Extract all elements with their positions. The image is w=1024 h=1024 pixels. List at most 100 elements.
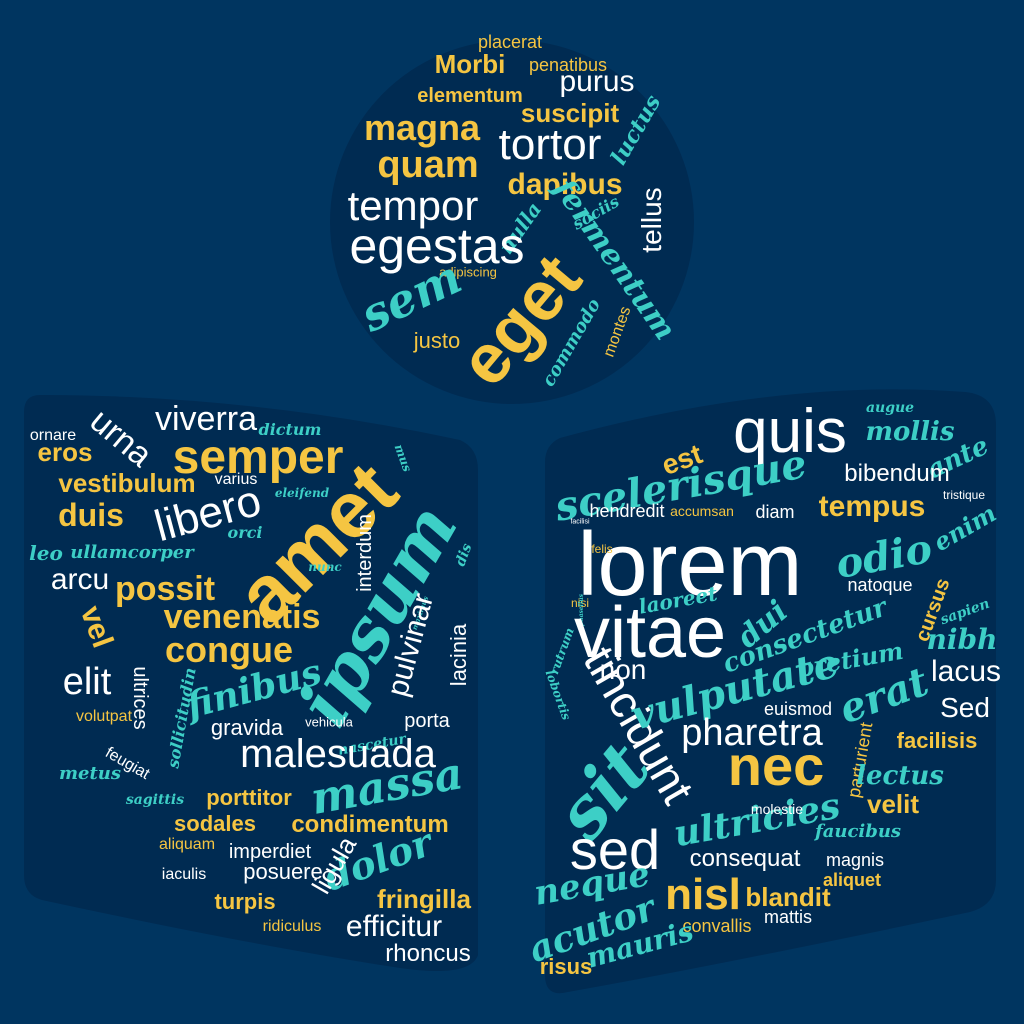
- word-tempus: tempus: [818, 490, 926, 523]
- word-arcu: arcu: [50, 563, 110, 596]
- word-malesuada: malesuada: [240, 732, 436, 776]
- word-volutpat: volutpat: [75, 708, 133, 725]
- word-gravida: gravida: [210, 715, 284, 740]
- word-rhoncus: rhoncus: [385, 940, 471, 967]
- word-congue: congue: [164, 629, 294, 670]
- word-posuere: posuere: [243, 859, 323, 884]
- word-condimentum: condimentum: [291, 811, 449, 838]
- word-nunc: nunc: [308, 560, 342, 574]
- word-porta: porta: [404, 710, 450, 732]
- word-semper: semper: [172, 431, 344, 484]
- word-nisl: nisl: [665, 870, 741, 919]
- word-nisi: nisi: [570, 596, 590, 610]
- word-aliquet: aliquet: [822, 870, 882, 890]
- word-eleifend: eleifend: [274, 486, 330, 500]
- word-morbi: Morbi: [434, 49, 506, 79]
- word-ullamcorper: ullamcorper: [70, 542, 194, 563]
- word-facilisis: facilisis: [896, 728, 978, 753]
- word-nibh: nibh: [926, 623, 998, 656]
- word-hendredit: hendredit: [589, 501, 665, 521]
- word-vitae: vitae: [573, 593, 727, 673]
- word-nec: nec: [727, 734, 825, 797]
- word-iaculis: iaculis: [161, 866, 207, 883]
- word-felis: felis: [591, 542, 613, 556]
- word-mus: mus: [391, 442, 415, 474]
- word-lectus: lectus: [856, 761, 944, 791]
- word-enim: enim: [928, 498, 1002, 557]
- word-lobortis: lobortis: [542, 668, 574, 722]
- word-porttitor: porttitor: [206, 785, 292, 810]
- word-tristique: tristique: [942, 488, 986, 502]
- word-facilisi: facilisi: [570, 518, 590, 526]
- word-venenatis: venenatis: [163, 598, 321, 636]
- word-dictum: dictum: [258, 420, 322, 439]
- left-shape: [24, 395, 478, 972]
- word-ultricies: ultricies: [670, 784, 844, 856]
- word-justo: justo: [413, 328, 461, 353]
- word-aliquam: aliquam: [158, 836, 216, 853]
- word-sodales: sodales: [174, 811, 256, 836]
- word-augue: augue: [865, 400, 915, 416]
- word-mollis: mollis: [865, 417, 955, 447]
- word-faucibus: faucibus: [814, 821, 902, 842]
- word-placerat: placerat: [477, 32, 543, 52]
- word-ridiculus: ridiculus: [262, 918, 322, 935]
- circle-shape: [330, 40, 694, 404]
- word-velit: velit: [866, 789, 920, 819]
- word-adipiscing: adipiscing: [439, 264, 497, 280]
- word-elit: elit: [62, 661, 112, 703]
- word-varius: varius: [214, 471, 258, 488]
- word-penatibus: penatibus: [528, 55, 608, 75]
- word-egestas: egestas: [349, 218, 525, 274]
- word-lacinia: lacinia: [446, 623, 471, 687]
- word-quam: quam: [377, 144, 479, 186]
- word-quis: quis: [733, 397, 847, 466]
- word-eros: eros: [37, 437, 93, 467]
- word-vehicula: vehicula: [305, 714, 353, 730]
- word-consequat: consequat: [689, 845, 801, 872]
- word-orci: orci: [227, 523, 263, 542]
- word-tellus: tellus: [636, 187, 667, 253]
- word-elementum: elementum: [417, 85, 523, 107]
- word-tempor: tempor: [347, 182, 479, 229]
- word-risus: risus: [539, 954, 593, 979]
- word-tortor: tortor: [498, 120, 602, 169]
- word-suscipit: suscipit: [520, 98, 620, 128]
- word-efficitur: efficitur: [345, 910, 443, 943]
- word-pharetra: pharetra: [681, 712, 823, 754]
- word-montes: montes: [600, 304, 635, 360]
- word-ultrices: ultrices: [129, 666, 151, 730]
- word-imperdiet: imperdiet: [228, 841, 312, 863]
- word-fringilla: fringilla: [377, 884, 471, 914]
- word-urna: urna: [82, 401, 160, 475]
- word-sed: sed: [569, 818, 661, 881]
- word-magnis: magnis: [825, 850, 885, 870]
- word-natoque: natoque: [847, 575, 913, 595]
- word-molestie: molestie: [750, 801, 804, 817]
- word-bibendum: bibendum: [844, 460, 950, 487]
- word-non: non: [599, 654, 647, 685]
- word-interdum: interdum: [354, 514, 376, 592]
- word-turpis: turpis: [214, 889, 276, 914]
- word-diam: diam: [755, 502, 795, 522]
- word-euismod: euismod: [763, 699, 833, 719]
- word-lacus: lacus: [930, 655, 1002, 688]
- word-duis: duis: [58, 497, 124, 533]
- word-mattis: mattis: [763, 907, 813, 927]
- word-viverra: viverra: [154, 400, 258, 438]
- word-vestibulum: vestibulum: [58, 468, 196, 498]
- word-ornare: ornare: [29, 427, 77, 444]
- word-leo: leo: [29, 541, 63, 565]
- word-possit: possit: [114, 570, 216, 608]
- word-magna: magna: [363, 107, 481, 148]
- word-metus: metus: [58, 763, 122, 784]
- word-lorem: lorem: [577, 515, 803, 615]
- word-sagittis: sagittis: [125, 792, 185, 808]
- word-purus: purus: [559, 65, 635, 98]
- word-sed: Sed: [940, 692, 990, 723]
- word-vel: vel: [73, 601, 120, 653]
- word-accumsan: accumsan: [670, 503, 734, 519]
- word-dapibus: dapibus: [507, 168, 623, 201]
